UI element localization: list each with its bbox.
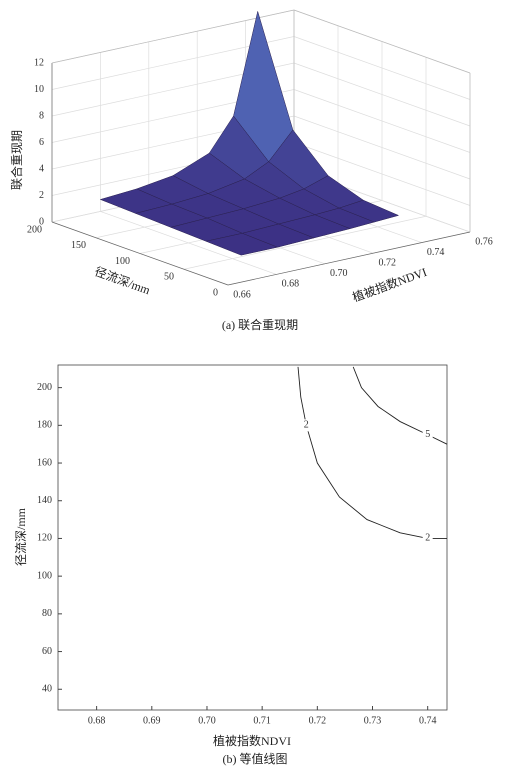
contour-line — [352, 366, 448, 445]
y-tick-label: 200 — [27, 224, 42, 235]
x-tick-label: 0.71 — [253, 715, 271, 726]
grid-line — [293, 89, 471, 153]
y-tick-label: 140 — [37, 495, 52, 506]
y-axis-label: 径流深/mm — [93, 264, 153, 297]
axis-line — [293, 9, 471, 74]
contour-label: 5 — [425, 429, 430, 440]
surface-cell — [205, 233, 279, 256]
x-tick-label: 0.74 — [419, 715, 437, 726]
z-tick-label: 8 — [39, 110, 44, 121]
z-tick-label: 10 — [34, 84, 44, 95]
x-tick-label: 0.70 — [198, 715, 216, 726]
axis-line — [227, 231, 471, 286]
label-bg — [422, 428, 433, 441]
x-tick-label: 0.72 — [378, 257, 396, 268]
y-tick-label: 60 — [42, 646, 52, 657]
contour-label: 2 — [304, 420, 309, 431]
y-tick-label: 100 — [115, 256, 130, 267]
x-axis-label: 植被指数NDVI — [350, 264, 428, 305]
y-axis-label: 径流深/mm — [14, 507, 28, 566]
x-tick-label: 0.68 — [88, 715, 106, 726]
z-axis-label: 联合重现期 — [9, 130, 24, 190]
y-tick-label: 100 — [37, 570, 52, 581]
z-tick-label: 0 — [39, 216, 44, 227]
axis-line — [51, 9, 295, 64]
axis-line — [51, 221, 229, 286]
y-tick-label: 180 — [37, 420, 52, 431]
x-tick-label: 0.66 — [233, 289, 251, 300]
y-tick-label: 200 — [37, 382, 52, 393]
z-tick-label: 12 — [34, 57, 44, 68]
y-tick-label: 160 — [37, 457, 52, 468]
z-tick-label: 4 — [39, 163, 44, 174]
x-axis-label: 植被指数NDVI — [213, 733, 291, 748]
x-tick-label: 0.68 — [282, 279, 300, 290]
grid-line — [293, 62, 471, 127]
x-tick-label: 0.74 — [427, 247, 445, 258]
y-tick-label: 0 — [213, 287, 218, 298]
x-tick-label: 0.73 — [364, 715, 382, 726]
grid-line — [293, 115, 471, 180]
contour-line — [297, 366, 447, 539]
caption: (b) 等值线图 — [223, 751, 288, 766]
contour-label: 2 — [425, 533, 430, 544]
y-tick-label: 150 — [71, 240, 86, 251]
plot-frame — [57, 364, 448, 711]
grid-line — [293, 36, 471, 100]
y-tick-label: 80 — [42, 608, 52, 619]
grid-line — [293, 142, 471, 206]
x-tick-label: 0.70 — [330, 268, 348, 279]
label-bg — [422, 532, 433, 545]
z-tick-label: 6 — [39, 137, 44, 148]
z-tick-label: 2 — [39, 190, 44, 201]
x-tick-label: 0.69 — [143, 715, 161, 726]
x-tick-label: 0.72 — [309, 715, 327, 726]
y-tick-label: 50 — [164, 272, 174, 283]
y-tick-label: 120 — [37, 533, 52, 544]
caption: (a) 联合重现期 — [222, 317, 298, 332]
x-tick-label: 0.76 — [475, 236, 493, 247]
grid-line — [183, 215, 427, 270]
label-bg — [301, 419, 312, 432]
y-tick-label: 40 — [42, 684, 52, 695]
